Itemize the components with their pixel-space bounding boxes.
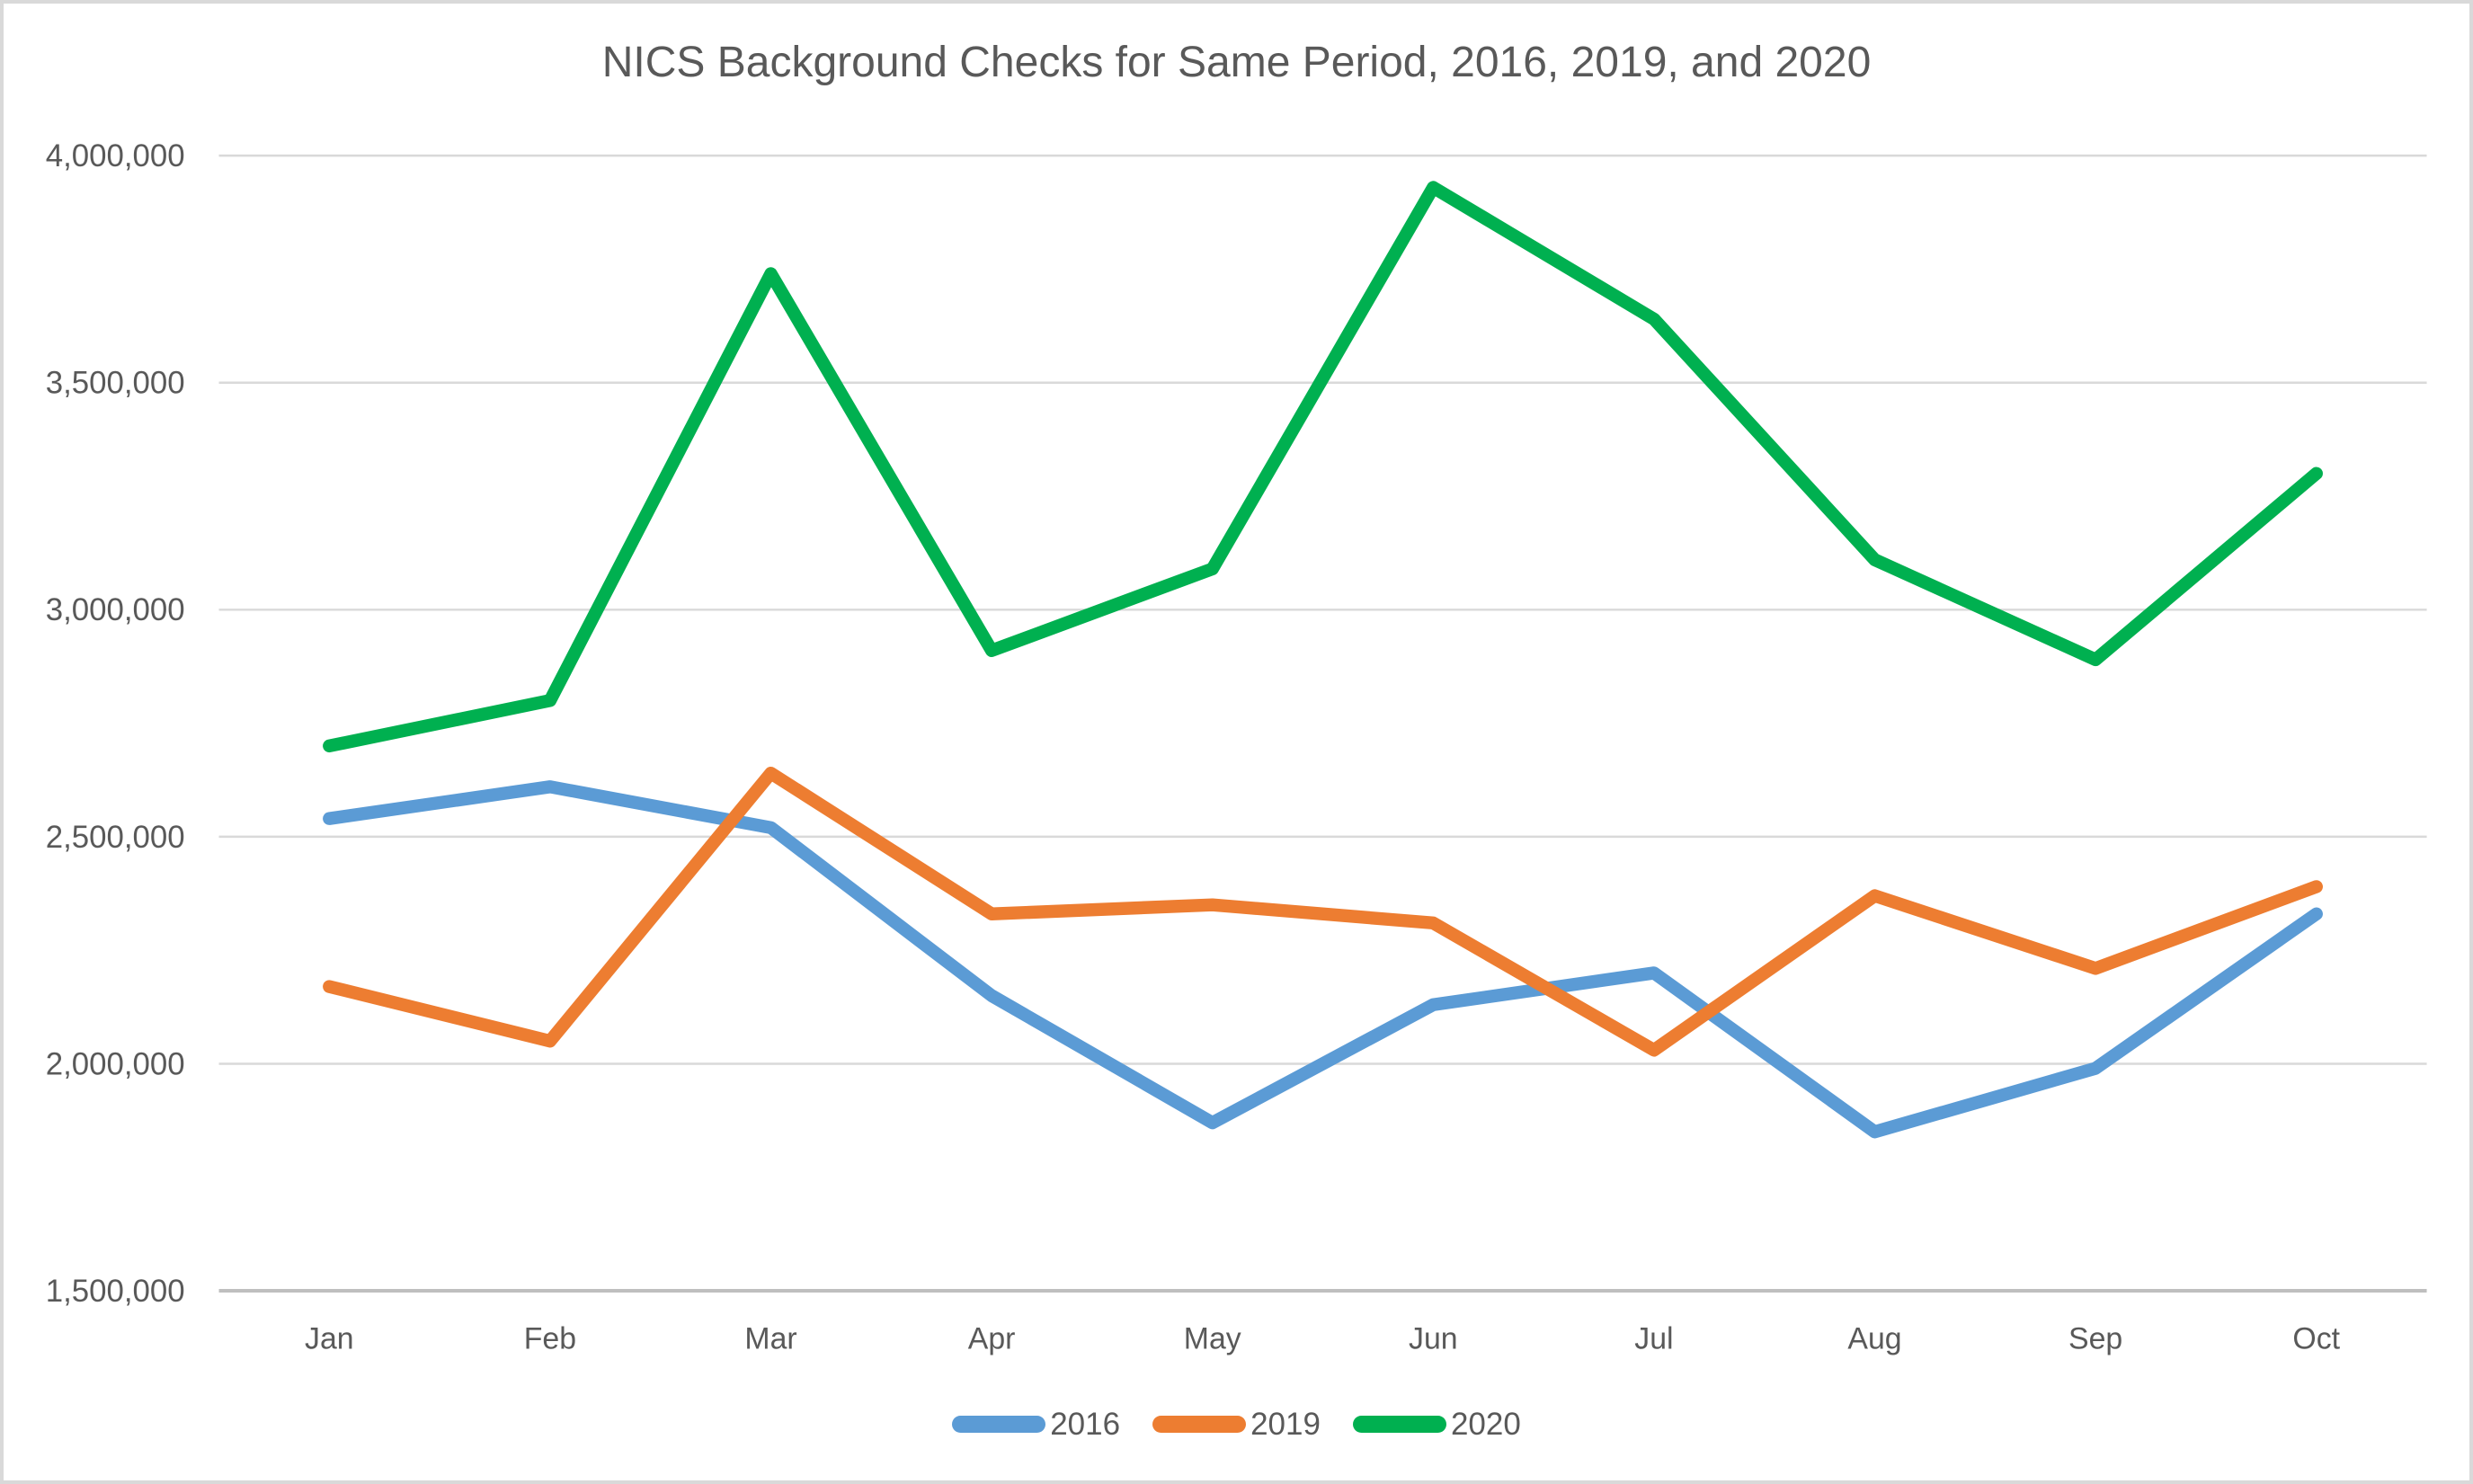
legend-label-2016: 2016 (1050, 1407, 1121, 1442)
legend-swatch-2019 (1152, 1416, 1247, 1433)
legend: 2016 2019 2020 (4, 1408, 2469, 1440)
x-tick-label: Sep (2068, 1322, 2122, 1356)
x-tick-label: Oct (2292, 1322, 2340, 1356)
y-tick-label: 2,000,000 (46, 1046, 185, 1081)
legend-label-2020: 2020 (1450, 1407, 1521, 1442)
series-line-2016 (323, 780, 2323, 1139)
chart-title: NICS Background Checks for Same Period, … (601, 39, 1872, 86)
legend-label-2019: 2019 (1250, 1407, 1321, 1442)
x-tick-label: May (1184, 1322, 1241, 1356)
x-tick-label: Jun (1409, 1322, 1458, 1356)
y-tick-label: 2,500,000 (46, 820, 185, 855)
x-tick-label: Mar (744, 1322, 796, 1356)
legend-item-2020: 2020 (1352, 1407, 1521, 1442)
x-tick-label: Feb (524, 1322, 576, 1356)
series-line-2019 (323, 766, 2323, 1057)
series-line-2020 (323, 181, 2323, 753)
y-tick-label: 3,500,000 (46, 366, 185, 401)
legend-swatch-2016 (952, 1416, 1046, 1433)
y-tick-label: 1,500,000 (46, 1274, 185, 1309)
legend-item-2016: 2016 (952, 1408, 1120, 1440)
y-tick-label: 4,000,000 (46, 138, 185, 173)
x-tick-label: Apr (968, 1322, 1016, 1356)
legend-item-2019: 2019 (1152, 1408, 1321, 1440)
y-tick-label: 3,000,000 (46, 592, 185, 627)
x-tick-label: Jul (1634, 1322, 1673, 1356)
legend-swatch-2020 (1352, 1416, 1446, 1433)
x-tick-label: Aug (1847, 1322, 1901, 1356)
plot-area: 1,500,000 2,000,000 2,500,000 3,000,000 3,50… (46, 138, 2427, 1356)
x-tick-label: Jan (305, 1322, 354, 1356)
